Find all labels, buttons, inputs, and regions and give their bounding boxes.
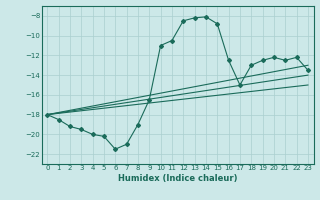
X-axis label: Humidex (Indice chaleur): Humidex (Indice chaleur)	[118, 174, 237, 183]
